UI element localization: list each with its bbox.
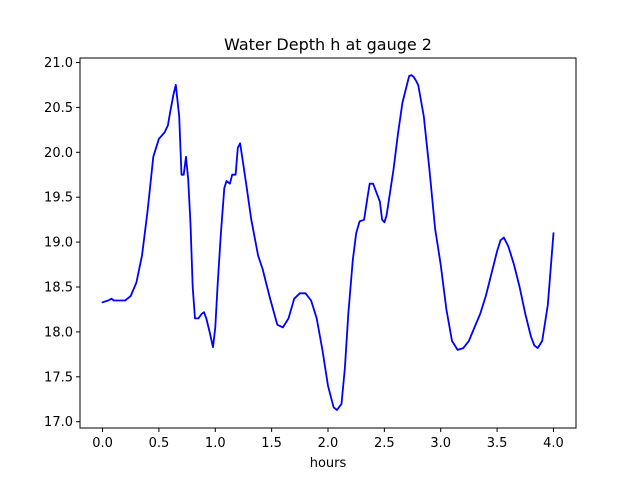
x-tick-label: 4.0 xyxy=(543,436,564,451)
x-axis: 0.0 0.5 1.0 1.5 2.0 2.5 3.0 3.5 4.0 xyxy=(92,428,564,451)
y-tick-label: 20.0 xyxy=(44,146,73,161)
x-tick-label: 3.5 xyxy=(487,436,508,451)
y-tick-label: 19.0 xyxy=(44,236,73,251)
x-tick-label: 2.5 xyxy=(374,436,395,451)
x-axis-title: hours xyxy=(310,456,347,471)
y-tick-label: 18.5 xyxy=(44,281,73,296)
y-tick-label: 17.0 xyxy=(44,415,73,430)
x-tick-label: 2.0 xyxy=(318,436,339,451)
y-axis: 17.0 17.5 18.0 18.5 19.0 19.5 20.0 20.5 21.0 xyxy=(44,56,80,430)
y-tick-label: 17.5 xyxy=(44,370,73,385)
y-tick-label: 21.0 xyxy=(44,56,73,71)
x-tick-label: 1.0 xyxy=(205,436,226,451)
x-tick-label: 3.0 xyxy=(430,436,451,451)
y-tick-label: 18.0 xyxy=(44,325,73,340)
series-line-0 xyxy=(101,74,555,411)
chart-title: Water Depth h at gauge 2 xyxy=(224,35,432,54)
y-tick-label: 20.5 xyxy=(44,101,73,116)
x-tick-label: 1.5 xyxy=(261,436,282,451)
x-tick-label: 0.0 xyxy=(92,436,113,451)
y-tick-label: 19.5 xyxy=(44,191,73,206)
plot-frame xyxy=(79,57,577,429)
x-tick-label: 0.5 xyxy=(149,436,170,451)
plot-area xyxy=(101,74,555,411)
